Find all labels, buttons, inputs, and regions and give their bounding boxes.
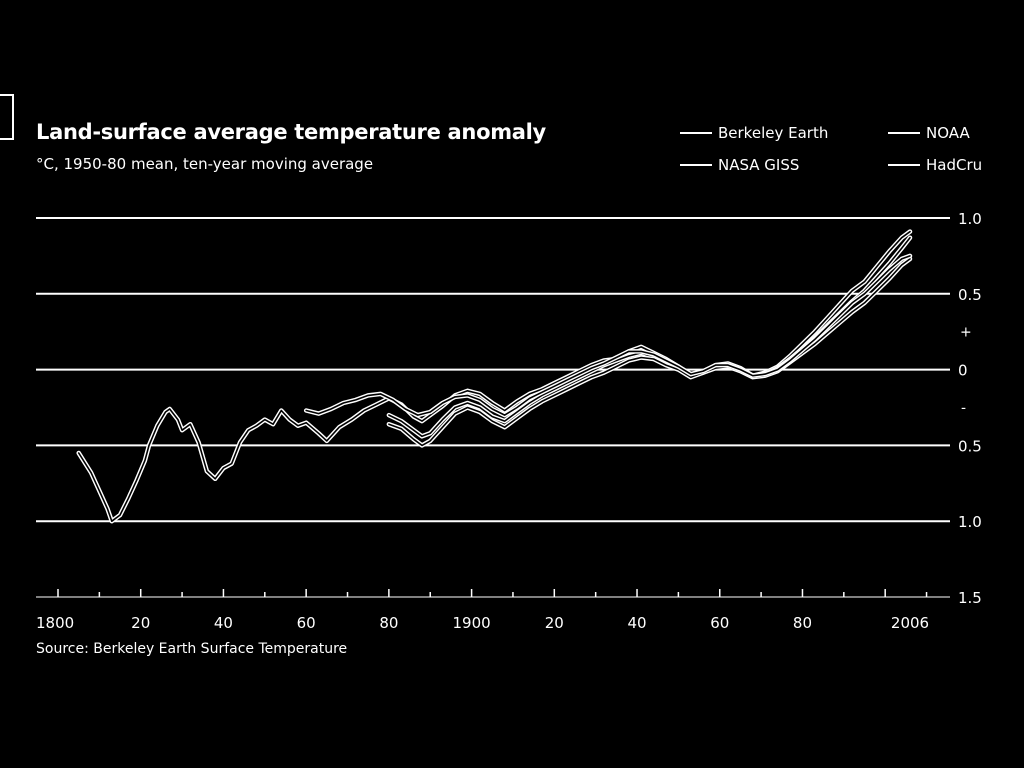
x-tick-label: 40 <box>627 614 646 632</box>
legend-item-berkeley-earth: Berkeley Earth <box>680 124 828 142</box>
series-noaa <box>386 256 913 448</box>
series-line-inner <box>305 255 911 416</box>
legend-item-nasa-giss: NASA GISS <box>680 156 799 174</box>
y-tick-label: 0.5 <box>958 437 982 455</box>
legend: Berkeley Earth NOAA NASA GISS HadCru <box>680 124 1010 184</box>
x-tick-label: 60 <box>297 614 316 632</box>
chart-subtitle: °C, 1950-80 mean, ten-year moving averag… <box>36 155 374 173</box>
x-tick-label: 40 <box>214 614 233 632</box>
y-sign-plus: + <box>960 325 972 341</box>
legend-swatch <box>680 132 712 134</box>
legend-label: Berkeley Earth <box>718 124 829 142</box>
x-tick-label: 80 <box>379 614 398 632</box>
legend-swatch <box>888 132 920 134</box>
legend-label: NASA GISS <box>718 156 800 174</box>
series-line-inner <box>388 258 911 447</box>
gridlines <box>36 217 950 523</box>
y-tick-label: 1.0 <box>958 210 982 228</box>
legend-item-hadcru: HadCru <box>888 156 982 174</box>
series-line-inner <box>77 230 911 522</box>
source-note: Source: Berkeley Earth Surface Temperatu… <box>36 641 348 657</box>
series-line-outer <box>76 229 913 524</box>
y-tick-label: 1.5 <box>958 589 982 607</box>
series-lines <box>76 229 913 524</box>
x-tick-label: 80 <box>793 614 812 632</box>
y-sign-minus: - <box>961 401 966 417</box>
y-axis: 1.0 0.5 0 0.5 1.0 1.5 + - <box>958 210 982 607</box>
series-hadcru <box>303 253 913 418</box>
x-tick-label: 20 <box>131 614 150 632</box>
y-tick-label: 0 <box>958 362 968 380</box>
legend-item-noaa: NOAA <box>888 124 970 142</box>
legend-label: NOAA <box>926 124 970 142</box>
legend-swatch <box>680 164 712 166</box>
legend-swatch <box>888 164 920 166</box>
legend-label: HadCru <box>926 156 983 174</box>
corner-tag <box>0 94 14 140</box>
x-tick-label: 60 <box>710 614 729 632</box>
x-tick-label: 20 <box>545 614 564 632</box>
x-axis: 1800 20 40 60 80 1900 20 40 60 80 2006 <box>36 589 950 632</box>
x-tick-label: 1900 <box>452 614 490 632</box>
y-tick-label: 1.0 <box>958 513 982 531</box>
series-berkeley-earth <box>76 229 913 524</box>
x-tick-label: 1800 <box>36 614 74 632</box>
chart-title: Land-surface average temperature anomaly <box>36 120 546 144</box>
x-tick-label: 2006 <box>891 614 929 632</box>
y-tick-label: 0.5 <box>958 286 982 304</box>
